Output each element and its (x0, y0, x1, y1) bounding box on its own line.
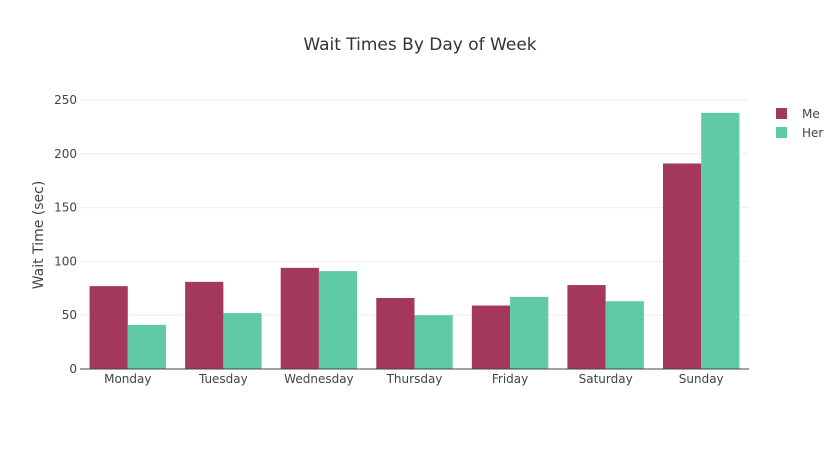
x-axis-ticks: Monday Tuesday Wednesday Thursday Friday Satu… (104, 372, 724, 386)
legend-label: Me (802, 107, 820, 121)
x-tick-label: Monday (104, 372, 151, 386)
x-tick-label: Friday (492, 372, 528, 386)
bars (89, 112, 740, 370)
grid-lines (80, 99, 749, 316)
bar-her-wednesday[interactable] (318, 271, 358, 369)
legend-swatch (776, 108, 787, 119)
bar-her-tuesday[interactable] (223, 313, 262, 369)
y-tick-label: 200 (54, 147, 77, 161)
bar-me-saturday[interactable] (567, 285, 606, 369)
bar-me-wednesday[interactable] (280, 267, 319, 369)
legend-item-me[interactable]: Me (776, 107, 820, 121)
legend-swatch (776, 127, 787, 138)
y-tick-label: 100 (54, 254, 77, 268)
x-tick-label: Saturday (579, 372, 633, 386)
x-tick-label: Sunday (679, 372, 724, 386)
y-tick-label: 250 (54, 93, 77, 107)
bar-her-thursday[interactable] (414, 315, 453, 369)
x-tick-label: Wednesday (284, 372, 353, 386)
y-axis-title: Wait Time (sec) (31, 181, 47, 290)
y-axis-ticks: 0 50 100 150 200 250 (54, 93, 77, 376)
x-tick-label: Thursday (386, 372, 443, 386)
legend-label: Her (802, 126, 823, 140)
bar-her-sunday[interactable] (701, 112, 740, 370)
bar-me-sunday[interactable] (662, 163, 702, 369)
bar-her-saturday[interactable] (605, 301, 644, 369)
y-tick-label: 150 (54, 201, 77, 215)
x-tick-label: Tuesday (198, 372, 248, 386)
legend-item-her[interactable]: Her (776, 126, 823, 140)
chart-title: Wait Times By Day of Week (303, 35, 536, 55)
bar-her-friday[interactable] (510, 296, 549, 369)
bar-me-tuesday[interactable] (185, 281, 224, 369)
legend: Me Her (776, 107, 823, 140)
bar-me-friday[interactable] (471, 305, 511, 369)
y-tick-label: 50 (62, 308, 77, 322)
bar-me-monday[interactable] (89, 286, 128, 369)
bar-me-thursday[interactable] (376, 297, 415, 369)
y-tick-label: 0 (69, 362, 77, 376)
bar-her-monday[interactable] (127, 324, 167, 369)
